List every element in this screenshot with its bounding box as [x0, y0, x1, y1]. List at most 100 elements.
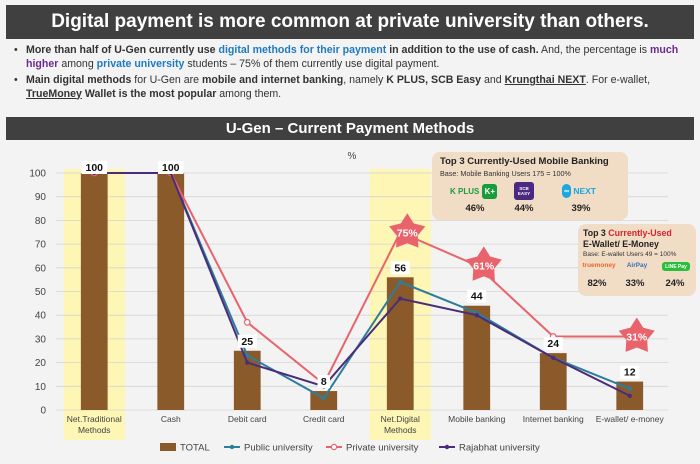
bar-value-label: 56: [390, 261, 410, 275]
x-tick-label: Internet banking: [523, 414, 584, 424]
page-title: Digital payment is more common at privat…: [6, 5, 694, 39]
star-shape: [618, 317, 655, 352]
bar-value-label: 100: [158, 161, 184, 174]
e-wallet-callout: Top 3 Currently-Used E-Wallet/ E-Money B…: [578, 224, 696, 296]
bullet-2: Main digital methods for U-Gen are mobil…: [14, 74, 694, 101]
scb-easy-percent: 44%: [514, 203, 534, 214]
legend-label: Private university: [346, 443, 419, 454]
e-wallet-title-highlight: Currently-Used: [608, 228, 672, 238]
line-rajabhat-university: [94, 172, 631, 397]
point-rajabhat-university: [627, 393, 632, 398]
bullet-text: and: [481, 74, 505, 86]
krungthai-next-logo: ∞ NEXT: [562, 182, 596, 200]
star-shape: [389, 213, 426, 248]
y-tick-label: 30: [35, 334, 47, 345]
bullet-text: in addition to the use of cash.: [386, 44, 539, 56]
chart-title: U-Gen – Current Payment Methods: [6, 117, 694, 140]
y-tick-label: 50: [35, 287, 47, 298]
y-tick-label: 10: [35, 382, 47, 393]
star-callout: 61%: [465, 246, 502, 281]
point-rajabhat-university: [245, 360, 250, 365]
e-wallet-title-text: E-Wallet/ E-Money: [583, 239, 659, 249]
kplus-percent: 46%: [465, 203, 485, 214]
x-tick-label: Credit card: [303, 414, 345, 424]
y-tick-label: 80: [35, 216, 47, 227]
bullet-text: . For e-wallet,: [585, 74, 651, 86]
bar-value-label: 8: [317, 375, 330, 389]
bullet-text: K PLUS, SCB Easy: [386, 74, 482, 86]
point-private: [243, 318, 251, 326]
point-rajabhat-university: [474, 313, 479, 318]
bullet-text: students – 75% of them currently use dig…: [184, 57, 440, 70]
bullet-text: Krungthai NEXT: [504, 74, 586, 86]
point-rajabhat-university: [551, 355, 556, 361]
bar-value-text: 100: [85, 162, 103, 174]
scb-easy-logo: SCB EASY: [514, 182, 534, 200]
bullet-text: mobile and internet banking: [202, 74, 344, 86]
bar-value-text: 8: [321, 376, 327, 388]
e-wallet-title: Top 3 Currently-Used E-Wallet/ E-Money: [583, 228, 672, 250]
bar-value-text: 56: [394, 262, 406, 274]
bullet-text: TrueMoney: [26, 87, 82, 100]
bar-value-label: 24: [543, 337, 563, 351]
bullet-text: Wallet is the most popular: [81, 87, 217, 100]
kplus-logo-text: K PLUS: [450, 187, 480, 196]
kplus-logo: K PLUS K+: [450, 183, 504, 200]
airpay-logo: AirPay: [626, 262, 648, 269]
bar-value-label-bg: [158, 161, 184, 174]
x-tick-label: Net.Traditional: [67, 414, 122, 424]
next-logo-text: NEXT: [573, 186, 596, 196]
bar-total: [80, 173, 108, 410]
bullet-text: among them.: [216, 87, 282, 100]
bar-value-label-bg: [543, 337, 563, 351]
y-tick-label: 70: [35, 240, 47, 251]
truemoney-percent: 82%: [587, 278, 607, 289]
star-shape: [465, 246, 502, 281]
mobile-banking-base: Base: Mobile Banking Users 175 = 100%: [440, 169, 571, 178]
x-tick-label: Methods: [78, 425, 111, 435]
x-tick-label: E-wallet/ e-money: [596, 414, 665, 424]
x-tick-label: Net.Digital: [381, 414, 420, 424]
bar-value-label: 100: [81, 161, 107, 174]
kplus-icon: K+: [482, 184, 498, 199]
bullet-text-highlight: much higher: [26, 44, 679, 70]
bullet-text: , namely: [343, 74, 387, 86]
point-public-university: [398, 279, 403, 285]
point-public-university: [245, 353, 250, 358]
y-unit-label: %: [348, 151, 357, 162]
bar-total: [157, 173, 185, 410]
star-label: 61%: [473, 260, 495, 272]
point-rajabhat-university: [398, 296, 403, 301]
summary-bullets: More than half of U-Gen currently use di…: [14, 44, 694, 104]
y-tick-label: 0: [40, 406, 46, 417]
x-tick-label: Cash: [161, 414, 181, 424]
truemoney-logo: truemoney: [582, 262, 616, 269]
bullet-text-highlight: digital methods for their payment: [218, 44, 387, 56]
legend-label: Rajabhat university: [459, 443, 540, 454]
payment-methods-chart: % 0 10 20 30 40 50 60 70 80 90 100 100 100 25 8 56 44 24 12…: [29, 151, 668, 454]
bar-value-label-bg: [81, 161, 107, 174]
y-tick-label: 90: [35, 192, 47, 203]
bar-value-label-bg: [237, 334, 257, 348]
bullet-text-highlight: private university: [96, 57, 185, 70]
bar-value-label-bg: [317, 375, 330, 389]
x-tick-label: Debit card: [228, 414, 267, 424]
legend-marker: [229, 444, 235, 450]
legend: TOTAL Public university Private university…: [160, 443, 540, 454]
bar-value-label-bg: [467, 289, 487, 303]
krungthai-next-percent: 39%: [571, 203, 591, 214]
bar-total: [463, 305, 491, 410]
x-tick-label: Mobile banking: [448, 414, 505, 424]
bullet-text: And, the percentage is: [538, 44, 651, 56]
bullet-text: for U-Gen are: [131, 74, 203, 86]
bar-value-label: 44: [467, 289, 487, 303]
bullet-1: More than half of U-Gen currently use di…: [14, 44, 694, 71]
star-callout: 31%: [618, 317, 655, 352]
legend-swatch: [160, 443, 176, 451]
bar-value-label: 12: [620, 365, 640, 379]
star-label: 75%: [397, 227, 419, 239]
line-private-university: [94, 172, 630, 386]
star-label: 31%: [626, 332, 648, 344]
mobile-banking-title: Top 3 Currently-Used Mobile Banking: [440, 156, 609, 167]
y-tick-label: 100: [29, 169, 46, 180]
